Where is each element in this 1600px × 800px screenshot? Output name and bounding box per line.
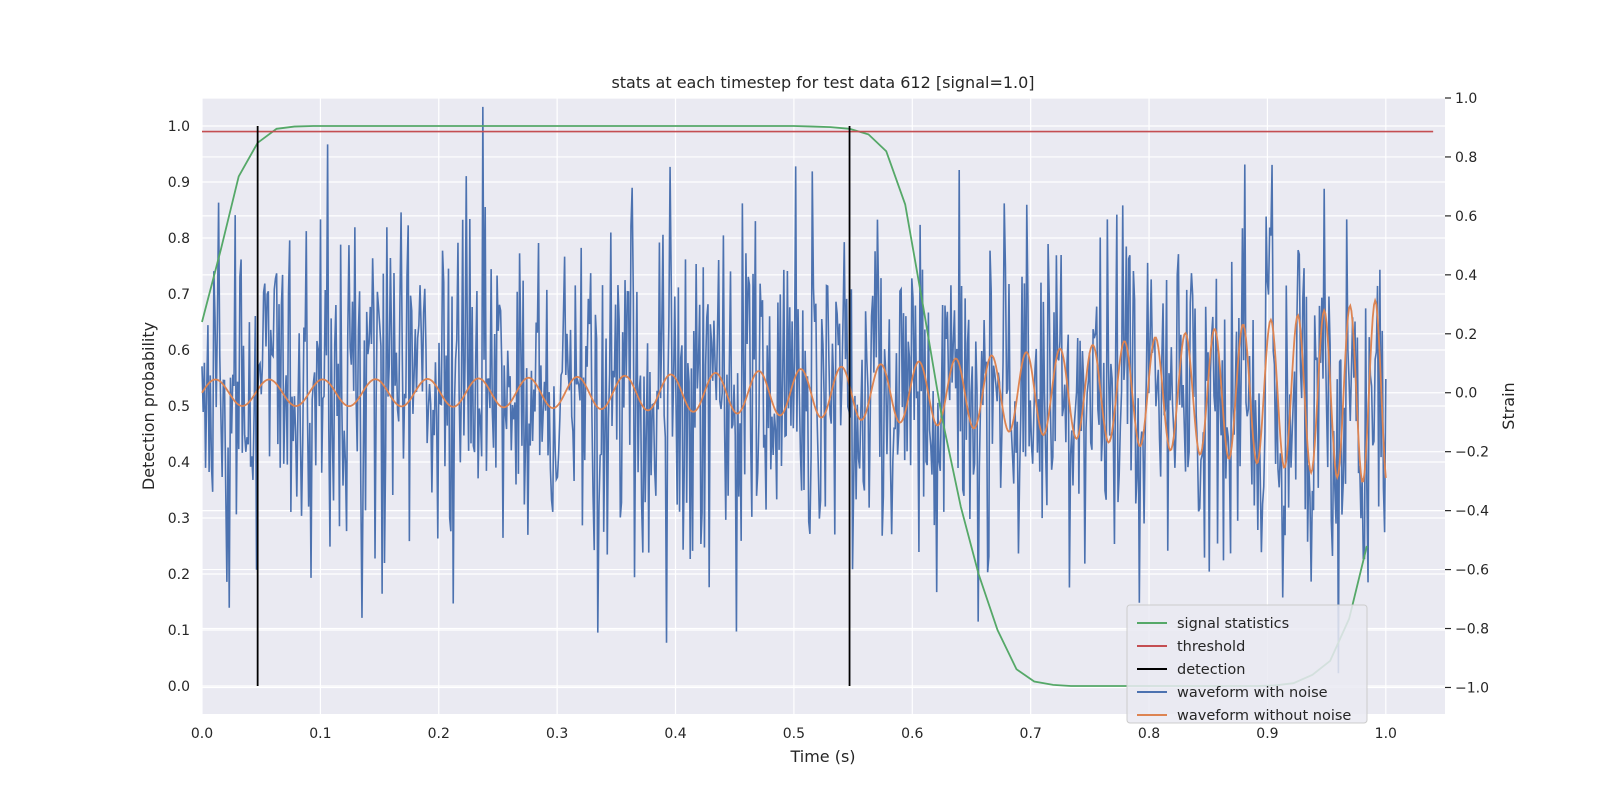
y2-tick-label: −1.0	[1455, 680, 1489, 696]
y-tick-label: 0.8	[168, 231, 190, 247]
x-axis: 0.0 0.1 0.2 0.3 0.4 0.5 0.6 0.7 0.8 0.9 1.0	[191, 726, 1397, 742]
y2-tick-label: −0.8	[1455, 622, 1489, 638]
y2-tick-label: −0.2	[1455, 445, 1489, 461]
x-tick-label: 0.7	[1020, 726, 1042, 742]
y-tick-label: 0.3	[168, 511, 190, 527]
y-tick-label: 1.0	[168, 119, 190, 135]
y2-axis-title: Strain	[1499, 382, 1518, 429]
y-tick-label: 0.5	[168, 399, 190, 415]
x-tick-label: 0.1	[309, 726, 331, 742]
series-waveform-with-noise	[201, 106, 1387, 674]
y-tick-label: 0.7	[168, 287, 190, 303]
x-tick-label: 0.3	[546, 726, 568, 742]
x-tick-label: 0.6	[901, 726, 923, 742]
y-tick-label: 0.2	[168, 567, 190, 583]
legend-label: threshold	[1177, 639, 1245, 655]
legend-box	[1126, 604, 1368, 724]
y2-tick-label: −0.6	[1455, 563, 1489, 579]
y-tick-label: 0.6	[168, 343, 190, 359]
x-tick-label: 0.5	[783, 726, 805, 742]
y2-tick-label: 1.0	[1455, 91, 1477, 107]
x-tick-label: 0.8	[1138, 726, 1160, 742]
y2-tick-label: −0.4	[1455, 504, 1489, 520]
x-tick-label: 0.9	[1256, 726, 1278, 742]
x-axis-title: Time (s)	[789, 747, 855, 766]
y-tick-label: 0.9	[168, 175, 190, 191]
y2-tick-label: 0.6	[1455, 209, 1477, 225]
y-tick-label: 0.0	[168, 679, 190, 695]
y2-tick-label: 0.2	[1455, 327, 1477, 343]
y-axis-left: 0.0 0.1 0.2 0.3 0.4 0.5 0.6 0.7 0.8 0.9 1.0	[168, 119, 190, 695]
legend-label: waveform without noise	[1177, 708, 1351, 724]
x-tick-label: 0.2	[428, 726, 450, 742]
x-tick-label: 0.0	[191, 726, 213, 742]
legend: signal statistics threshold detection wavef…	[1126, 604, 1368, 724]
legend-label: waveform with noise	[1177, 685, 1328, 701]
y-tick-label: 0.1	[168, 623, 190, 639]
x-tick-label: 0.4	[664, 726, 686, 742]
x-tick-label: 1.0	[1375, 726, 1397, 742]
y-axis-right: −1.0 −0.8 −0.6 −0.4 −0.2 0.0 0.2 0.4 0.6 0.8 1.0	[1445, 91, 1489, 696]
y-axis-title: Detection probability	[139, 322, 158, 490]
legend-items: signal statistics threshold detection wavef…	[1137, 616, 1351, 724]
y2-tick-label: 0.4	[1455, 268, 1477, 284]
chart-title: stats at each timestep for test data 612…	[611, 73, 1034, 92]
legend-label: signal statistics	[1177, 616, 1289, 632]
y-tick-label: 0.4	[168, 455, 190, 471]
y2-tick-label: 0.0	[1455, 386, 1477, 402]
legend-label: detection	[1177, 662, 1245, 678]
y2-tick-label: 0.8	[1455, 150, 1477, 166]
series-waveform-without-noise	[201, 297, 1387, 483]
